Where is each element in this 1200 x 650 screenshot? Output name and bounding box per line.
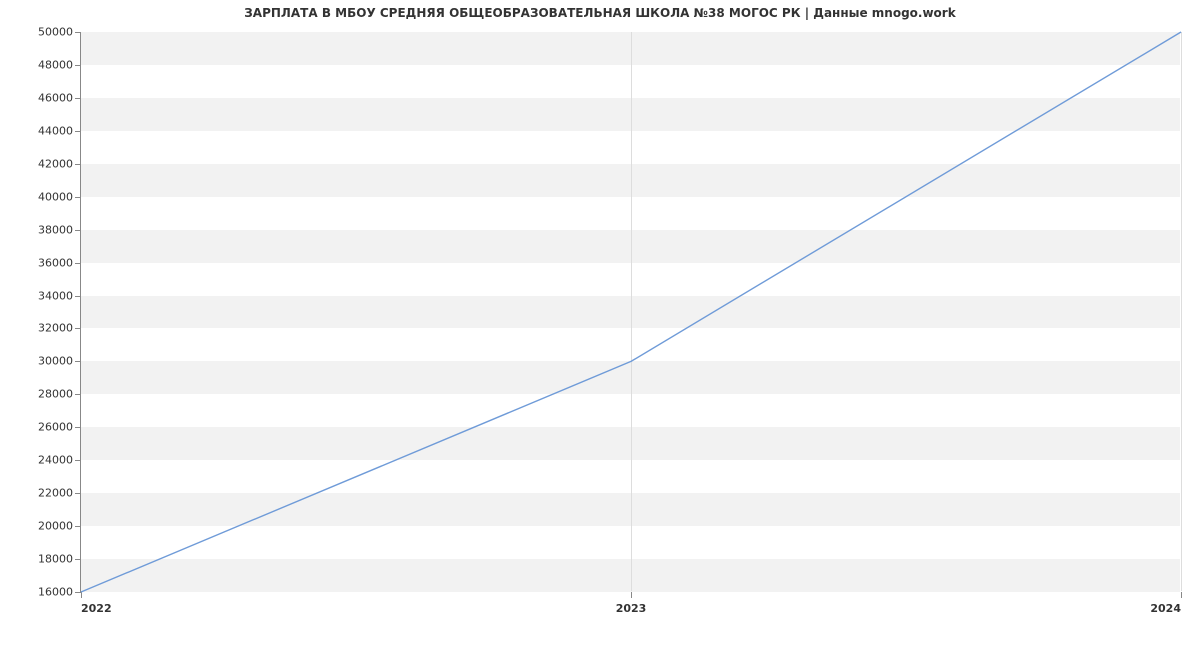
y-tick-label: 34000	[9, 289, 73, 302]
salary-line	[81, 32, 1181, 592]
chart-title: ЗАРПЛАТА В МБОУ СРЕДНЯЯ ОБЩЕОБРАЗОВАТЕЛЬ…	[0, 6, 1200, 20]
y-tick-label: 40000	[9, 190, 73, 203]
x-tick-label: 2022	[81, 602, 112, 615]
y-tick-label: 28000	[9, 388, 73, 401]
y-tick-label: 38000	[9, 223, 73, 236]
y-tick-label: 32000	[9, 322, 73, 335]
x-tick-label: 2024	[1150, 602, 1181, 615]
y-tick-label: 30000	[9, 355, 73, 368]
y-tick-label: 26000	[9, 421, 73, 434]
y-tick-label: 46000	[9, 91, 73, 104]
line-series-layer	[81, 32, 1181, 592]
y-tick-label: 48000	[9, 58, 73, 71]
y-tick-label: 36000	[9, 256, 73, 269]
y-tick-label: 44000	[9, 124, 73, 137]
y-tick-label: 18000	[9, 553, 73, 566]
x-gridline	[1181, 32, 1182, 591]
y-tick-label: 24000	[9, 454, 73, 467]
plot-area: 2022202320241600018000200002200024000260…	[80, 32, 1180, 592]
x-tick-mark	[631, 592, 632, 598]
x-tick-mark	[1181, 592, 1182, 598]
y-tick-mark	[75, 592, 81, 593]
y-tick-label: 16000	[9, 586, 73, 599]
x-tick-label: 2023	[616, 602, 647, 615]
y-tick-label: 42000	[9, 157, 73, 170]
y-tick-label: 22000	[9, 487, 73, 500]
x-tick-mark	[81, 592, 82, 598]
y-tick-label: 50000	[9, 26, 73, 39]
y-tick-label: 20000	[9, 520, 73, 533]
salary-line-chart: ЗАРПЛАТА В МБОУ СРЕДНЯЯ ОБЩЕОБРАЗОВАТЕЛЬ…	[0, 0, 1200, 650]
